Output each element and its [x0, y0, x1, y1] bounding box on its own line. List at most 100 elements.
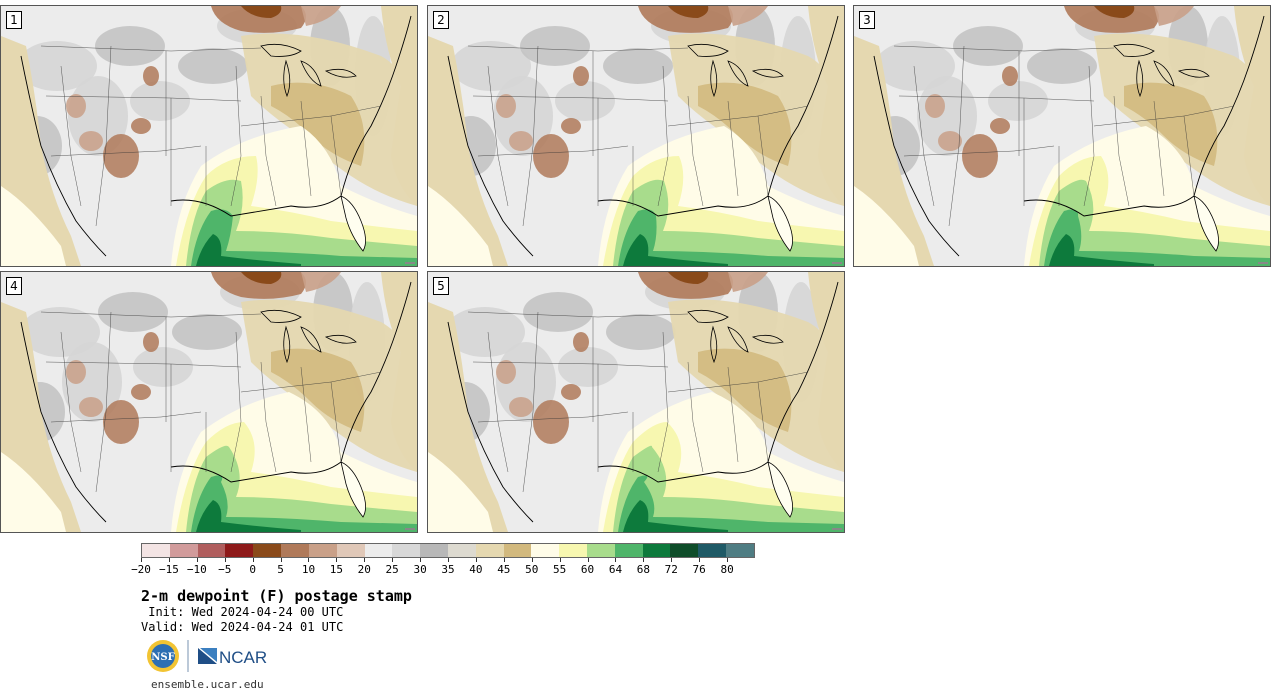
- colorbar-swatch: [392, 544, 421, 557]
- colorbar-tick: [475, 558, 477, 562]
- colorbar-swatch: [225, 544, 254, 557]
- nsf-logo-text: NSF: [151, 652, 174, 663]
- colorbar-tick-label: 20: [357, 563, 371, 576]
- colorbar-tick: [336, 558, 338, 562]
- panel-scale-mark: [1258, 262, 1268, 264]
- colorbar-swatch: [336, 544, 365, 557]
- colorbar-tick: [196, 558, 198, 562]
- colorbar-tick-label: 25: [385, 563, 399, 576]
- map-panel-5[interactable]: 5: [427, 271, 845, 533]
- colorbar-tick-label: 76: [692, 563, 706, 576]
- colorbar-swatch: [308, 544, 337, 557]
- colorbar-tick: [587, 558, 589, 562]
- panel-number-label: 3: [859, 11, 875, 29]
- colorbar: [141, 543, 755, 558]
- colorbar-tick-label: −10: [186, 563, 207, 576]
- panel-number-label: 4: [6, 277, 22, 295]
- colorbar-tick: [699, 558, 701, 562]
- website-url[interactable]: ensemble.ucar.edu: [151, 678, 264, 691]
- init-time: Init: Wed 2024-04-24 00 UTC: [141, 605, 343, 619]
- colorbar-swatch: [587, 544, 615, 557]
- colorbar-tick: [280, 558, 282, 562]
- colorbar-tick: [531, 558, 533, 562]
- valid-value: Wed 2024-04-24 01 UTC: [191, 620, 344, 634]
- colorbar-tick: [252, 558, 254, 562]
- colorbar-swatch: [169, 544, 198, 557]
- colorbar-tick-label: 40: [469, 563, 483, 576]
- colorbar-swatch: [531, 544, 560, 557]
- colorbar-swatch: [475, 544, 504, 557]
- colorbar-tick: [727, 558, 729, 562]
- panel-number-label: 1: [6, 11, 22, 29]
- colorbar-swatch: [670, 544, 699, 557]
- colorbar-tick-label: 45: [497, 563, 511, 576]
- colorbar-tick-label: 50: [525, 563, 539, 576]
- panel-scale-mark: [832, 528, 842, 530]
- colorbar-swatch: [142, 544, 170, 557]
- colorbar-swatch: [559, 544, 587, 557]
- colorbar-tick: [643, 558, 645, 562]
- colorbar-tick-label: 35: [441, 563, 455, 576]
- colorbar-tick: [392, 558, 394, 562]
- colorbar-swatch: [447, 544, 476, 557]
- colorbar-tick-label: 0: [249, 563, 256, 576]
- colorbar-swatch: [253, 544, 282, 557]
- panel-number-label: 2: [433, 11, 449, 29]
- colorbar-swatch: [364, 544, 393, 557]
- colorbar-tick: [168, 558, 170, 562]
- valid-label: Valid:: [141, 620, 185, 634]
- colorbar-tick: [364, 558, 366, 562]
- map-panel-4[interactable]: 4: [0, 271, 418, 533]
- colorbar-swatch: [197, 544, 226, 557]
- colorbar-tick-label: 80: [720, 563, 734, 576]
- colorbar-tick-label: 30: [413, 563, 427, 576]
- colorbar-tick-label: 64: [608, 563, 623, 576]
- colorbar-tick-label: −20: [131, 563, 151, 576]
- colorbar-labels: −20 −15 −10 −5 0 5 10 15 20 25 30 35 40 45 50 55 60 64 68 7…: [131, 563, 755, 577]
- colorbar-swatch: [503, 544, 532, 557]
- dewpoint-map: [1, 272, 417, 532]
- dewpoint-map: [1, 6, 417, 266]
- colorbar-tick-label: 10: [301, 563, 316, 576]
- colorbar-tick: [224, 558, 226, 562]
- colorbar-tick: [615, 558, 617, 562]
- colorbar-tick-label: 15: [329, 563, 343, 576]
- colorbar-tick-label: 68: [636, 563, 650, 576]
- colorbar-swatch: [614, 544, 643, 557]
- panel-scale-mark: [405, 262, 415, 264]
- ncar-logo: NCAR: [198, 648, 267, 667]
- colorbar-tick: [420, 558, 422, 562]
- dewpoint-map: [428, 6, 844, 266]
- colorbar-tick-label: −5: [218, 563, 232, 576]
- valid-time: Valid: Wed 2024-04-24 01 UTC: [141, 620, 343, 634]
- colorbar-tick-label: 72: [664, 563, 678, 576]
- colorbar-tick-label: 55: [553, 563, 567, 576]
- colorbar-swatch: [420, 544, 448, 557]
- panel-scale-mark: [405, 528, 415, 530]
- colorbar-tick-label: 5: [277, 563, 284, 576]
- colorbar-tick: [559, 558, 561, 562]
- colorbar-swatch: [281, 544, 309, 557]
- colorbar-swatch: [726, 544, 754, 557]
- colorbar-tick-label: −15: [158, 563, 179, 576]
- init-label: Init:: [141, 605, 185, 619]
- map-panel-2[interactable]: 2: [427, 5, 845, 267]
- colorbar-tick-label: 60: [580, 563, 595, 576]
- nsf-logo: NSF: [147, 640, 179, 672]
- panel-number-label: 5: [433, 277, 449, 295]
- colorbar-swatch: [642, 544, 671, 557]
- init-value: Wed 2024-04-24 00 UTC: [191, 605, 344, 619]
- colorbar-swatch: [698, 544, 727, 557]
- dewpoint-map: [854, 6, 1270, 266]
- chart-title: 2-m dewpoint (F) postage stamp: [141, 587, 412, 605]
- map-panel-1[interactable]: 1: [0, 5, 418, 267]
- colorbar-tick: [308, 558, 310, 562]
- map-panel-3[interactable]: 3: [853, 5, 1271, 267]
- colorbar-tick: [671, 558, 673, 562]
- ncar-logo-text: NCAR: [219, 648, 267, 667]
- panel-scale-mark: [832, 262, 842, 264]
- logos: NSF NCAR: [145, 638, 275, 674]
- colorbar-tick: [503, 558, 505, 562]
- colorbar-tick: [141, 558, 142, 562]
- colorbar-tick: [448, 558, 449, 562]
